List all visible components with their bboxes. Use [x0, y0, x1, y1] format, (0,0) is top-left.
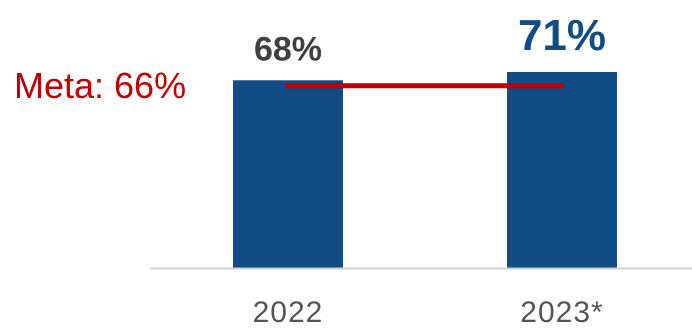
bars-group	[233, 72, 617, 268]
bar-2022	[233, 80, 343, 268]
category-label-2023: 2023*	[520, 296, 603, 329]
value-labels-group: 68% 71%	[254, 11, 606, 68]
target-label: Meta: 66%	[14, 65, 186, 106]
value-label-2023: 71%	[518, 11, 606, 60]
bar-2023	[507, 72, 617, 268]
category-labels-group: 2022 2023*	[253, 296, 603, 329]
value-label-2022: 68%	[254, 30, 322, 68]
category-label-2022: 2022	[253, 296, 324, 329]
